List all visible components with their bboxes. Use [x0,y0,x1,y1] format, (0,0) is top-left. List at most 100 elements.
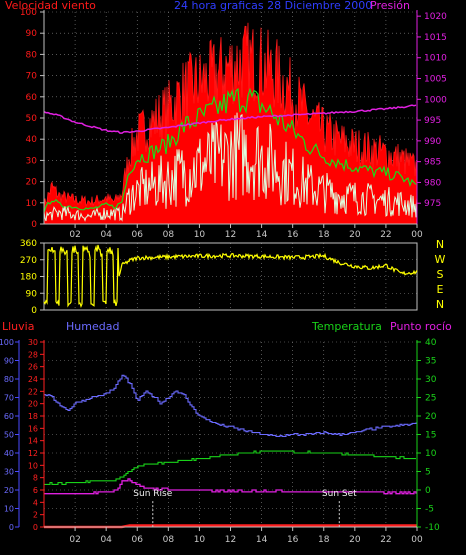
direction-y-tick-label: 0 [31,306,37,316]
wind-y-tick-label: 90 [26,29,38,39]
rain-y-tick-label: 18 [28,412,38,421]
wind-x-tick-label: 12 [225,230,236,240]
compass-label-w: W [435,253,446,266]
climate-x-tick-label: 10 [194,535,206,545]
pressure-y-tick-label: 980 [424,178,441,188]
direction-y-tick-label: 270 [20,256,37,266]
temperature-y-tick-label: 30 [425,375,437,385]
rain-y-tick-label: 6 [33,486,38,495]
direction-y-tick-label: 90 [26,289,38,299]
pressure-label: Presión [370,0,410,12]
wind-x-tick-label: 22 [380,230,391,240]
wind-x-tick-label: 02 [69,230,80,240]
humidity-y-tick-label: 90 [4,357,14,366]
climate-x-tick-label: 22 [380,535,391,545]
pressure-y-tick-label: 1020 [424,12,447,22]
humidity-y-tick-label: 30 [4,468,14,477]
wind-y-tick-label: 80 [26,50,38,60]
wind-y-tick-label: 60 [26,93,38,103]
wind-x-tick-label: 06 [132,230,144,240]
pressure-y-tick-label: 975 [424,199,441,209]
wind-y-tick-label: 70 [26,72,38,82]
chart-title: 24 hora graficas 28 Diciembre 2000 [174,0,373,12]
humidity-y-tick-label: 100 [0,338,14,347]
rain-y-tick-label: 24 [28,375,38,384]
temperature-y-tick-label: 40 [425,338,437,348]
rain-y-tick-label: 20 [28,400,38,409]
compass-label-e: E [437,283,444,296]
temperature-label: Temperatura [312,320,382,333]
rain-y-tick-label: 30 [28,338,38,347]
rain-y-tick-label: 2 [33,511,38,520]
sun-marker-label: Sun Rise [133,489,172,499]
climate-x-tick-label: 16 [287,535,299,545]
direction-y-tick-label: 360 [20,239,37,249]
wind-y-tick-label: 100 [20,8,37,18]
wind-y-tick-label: 10 [26,199,38,209]
humidity-y-tick-label: 60 [4,412,14,421]
rain-y-tick-label: 26 [28,363,38,372]
climate-x-tick-label: 20 [349,535,361,545]
wind-x-tick-label: 08 [163,230,175,240]
compass-label-n: N [436,298,444,311]
wind-y-tick-label: 20 [26,178,38,188]
temperature-y-tick-label: 35 [425,357,436,367]
temperature-y-tick-label: 20 [425,412,437,422]
temperature-y-tick-label: 25 [425,394,436,404]
dewpoint-label: Punto rocío [390,320,452,333]
climate-x-tick-label: 00 [411,535,423,545]
wind-average-line [43,87,417,213]
dewpoint-line [44,478,417,495]
pressure-y-tick-label: 1015 [424,33,447,43]
climate-x-tick-label: 14 [256,535,268,545]
humidity-y-tick-label: 50 [4,431,14,440]
temperature-y-tick-label: 5 [425,468,431,478]
climate-x-tick-label: 02 [69,535,80,545]
wind-x-tick-label: 14 [256,230,268,240]
temperature-y-tick-label: 0 [425,486,431,496]
humidity-y-tick-label: 80 [4,375,14,384]
climate-x-tick-label: 06 [132,535,144,545]
temperature-line [44,450,416,485]
rain-y-tick-label: 4 [33,498,38,507]
wind-x-tick-label: 18 [318,230,330,240]
humidity-y-tick-label: 40 [4,449,14,458]
compass-label-s: S [437,268,444,281]
pressure-y-tick-label: 985 [424,158,441,168]
rain-y-tick-label: 22 [28,387,38,396]
rain-y-tick-label: 0 [33,523,38,532]
pressure-y-tick-label: 995 [424,116,441,126]
climate-x-tick-label: 18 [318,535,330,545]
wind-speed-label: Velocidad viento [5,0,96,12]
climate-x-tick-label: 12 [225,535,236,545]
wind-x-tick-label: 04 [100,230,112,240]
pressure-y-tick-label: 1005 [424,75,447,85]
rain-y-tick-label: 12 [28,449,38,458]
temperature-y-tick-label: -5 [425,505,434,515]
humidity-y-tick-label: 0 [9,523,14,532]
humidity-label: Humedad [66,320,120,333]
wind-x-tick-label: 20 [349,230,361,240]
humidity-y-tick-label: 10 [4,505,14,514]
climate-x-tick-label: 04 [100,535,112,545]
direction-y-tick-label: 180 [20,273,37,283]
wind-y-tick-label: 50 [26,114,38,124]
pressure-y-tick-label: 1010 [424,54,447,64]
humidity-y-tick-label: 70 [4,394,14,403]
wind-y-tick-label: 0 [31,220,37,230]
rain-y-tick-label: 8 [33,474,38,483]
wind-x-tick-label: 00 [411,230,423,240]
rain-y-tick-label: 14 [28,437,38,446]
temperature-y-tick-label: 15 [425,431,436,441]
wind-x-tick-label: 16 [287,230,299,240]
pressure-line [43,104,417,134]
rain-y-tick-label: 16 [28,424,38,433]
wind-minimum-line [43,112,418,222]
wind-y-tick-label: 40 [26,135,38,145]
temperature-y-tick-label: 10 [425,449,437,459]
pressure-y-tick-label: 1000 [424,95,447,105]
temperature-y-tick-label: -10 [425,523,440,533]
rain-y-tick-label: 28 [28,350,38,359]
humidity-line [44,374,417,437]
